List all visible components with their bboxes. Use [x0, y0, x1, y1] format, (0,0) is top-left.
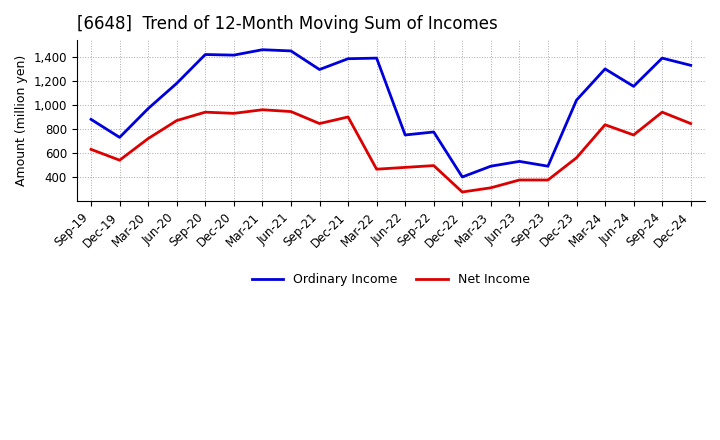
Net Income	[572, 155, 581, 161]
Net Income	[515, 177, 523, 183]
Ordinary Income	[487, 164, 495, 169]
Ordinary Income	[686, 62, 695, 68]
Net Income	[343, 114, 352, 120]
Net Income	[600, 122, 609, 128]
Line: Net Income: Net Income	[91, 110, 690, 192]
Ordinary Income	[401, 132, 410, 138]
Net Income	[458, 189, 467, 194]
Net Income	[658, 110, 667, 115]
Ordinary Income	[458, 174, 467, 180]
Ordinary Income	[372, 55, 381, 61]
Text: [6648]  Trend of 12-Month Moving Sum of Incomes: [6648] Trend of 12-Month Moving Sum of I…	[77, 15, 498, 33]
Ordinary Income	[172, 81, 181, 86]
Ordinary Income	[658, 55, 667, 61]
Line: Ordinary Income: Ordinary Income	[91, 50, 690, 177]
Ordinary Income	[86, 117, 95, 122]
Net Income	[287, 109, 295, 114]
Ordinary Income	[201, 52, 210, 57]
Ordinary Income	[144, 106, 153, 111]
Ordinary Income	[343, 56, 352, 61]
Net Income	[686, 121, 695, 126]
Ordinary Income	[515, 159, 523, 164]
Net Income	[401, 165, 410, 170]
Ordinary Income	[572, 98, 581, 103]
Y-axis label: Amount (million yen): Amount (million yen)	[15, 55, 28, 186]
Net Income	[315, 121, 324, 126]
Net Income	[230, 111, 238, 116]
Ordinary Income	[544, 164, 552, 169]
Ordinary Income	[115, 135, 124, 140]
Ordinary Income	[600, 66, 609, 72]
Ordinary Income	[258, 47, 266, 52]
Net Income	[201, 110, 210, 115]
Net Income	[544, 177, 552, 183]
Legend: Ordinary Income, Net Income: Ordinary Income, Net Income	[247, 268, 535, 291]
Net Income	[172, 118, 181, 123]
Net Income	[429, 163, 438, 168]
Ordinary Income	[315, 67, 324, 72]
Net Income	[258, 107, 266, 112]
Ordinary Income	[629, 84, 638, 89]
Net Income	[115, 158, 124, 163]
Ordinary Income	[287, 48, 295, 54]
Ordinary Income	[429, 129, 438, 135]
Net Income	[629, 132, 638, 138]
Net Income	[86, 147, 95, 152]
Net Income	[487, 185, 495, 191]
Net Income	[144, 136, 153, 141]
Ordinary Income	[230, 52, 238, 58]
Net Income	[372, 167, 381, 172]
